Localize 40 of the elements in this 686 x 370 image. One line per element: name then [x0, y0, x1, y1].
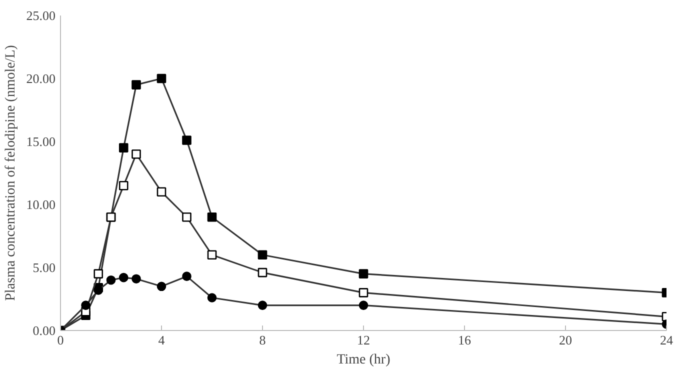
- x-tick-label: 4: [158, 332, 166, 348]
- x-axis-title: Time (hr): [336, 352, 391, 368]
- point: [132, 149, 141, 159]
- point: [81, 300, 90, 310]
- point: [118, 272, 128, 282]
- y-tick-label: 5.00: [32, 260, 56, 275]
- point: [182, 136, 192, 145]
- y-tick-label: 0.00: [32, 323, 56, 338]
- x-tick-label: 12: [357, 332, 370, 348]
- point: [207, 212, 217, 222]
- point: [258, 268, 268, 278]
- y-tick-label: 10.00: [26, 197, 56, 212]
- point: [156, 282, 166, 292]
- x-tick-label: 8: [259, 332, 266, 348]
- point: [182, 212, 192, 222]
- x-tick-label: 0: [57, 332, 64, 348]
- point: [358, 269, 368, 278]
- point: [132, 80, 141, 90]
- y-tick-label: 25.00: [26, 8, 56, 23]
- point: [207, 293, 217, 302]
- point: [258, 300, 268, 310]
- x-tick-label: 24: [660, 332, 674, 348]
- point: [156, 187, 166, 197]
- point: [258, 250, 268, 260]
- point: [358, 300, 368, 310]
- point: [94, 269, 104, 278]
- point: [358, 288, 368, 298]
- y-tick-label: 20.00: [26, 71, 56, 86]
- point: [118, 180, 128, 190]
- point: [132, 274, 141, 284]
- y-tick-label: 15.00: [26, 134, 56, 149]
- point: [94, 286, 104, 295]
- point: [156, 74, 166, 84]
- y-axis-title: Plasma concentration of felodipine (nmole/L): [3, 44, 18, 301]
- x-tick-label: 20: [559, 332, 572, 348]
- point: [106, 275, 116, 285]
- x-tick-label: 16: [458, 332, 472, 348]
- point: [182, 272, 192, 281]
- point: [207, 250, 217, 260]
- point: [118, 143, 128, 152]
